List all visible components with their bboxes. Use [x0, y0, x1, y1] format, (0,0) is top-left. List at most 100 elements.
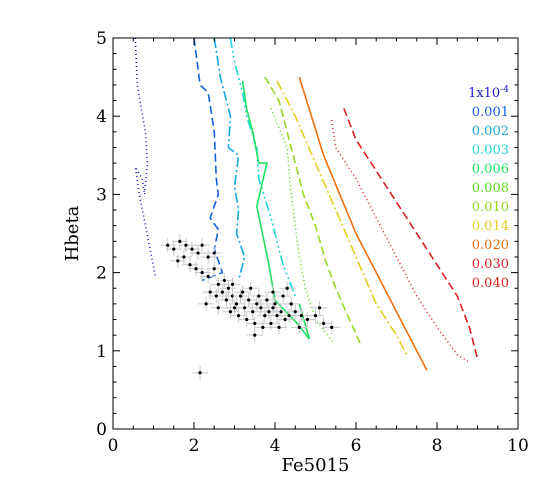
observation-point: [226, 300, 243, 315]
series-line-9: [330, 119, 470, 364]
observation-point: [246, 316, 263, 331]
observation-point: [244, 304, 261, 319]
series-line-3: [229, 38, 297, 297]
observation-point: [273, 304, 290, 319]
observation-point: [171, 234, 188, 249]
observation-point: [210, 277, 227, 292]
observation-point: [230, 308, 247, 323]
observation-point: [194, 238, 211, 253]
observation-point: [279, 281, 296, 296]
observation-point: [194, 265, 211, 280]
legend-entry: 0.010: [472, 200, 509, 215]
observation-point: [198, 296, 215, 311]
observation-point: [232, 289, 249, 304]
observation-point: [238, 312, 255, 327]
legend-entry: 0.006: [472, 162, 509, 177]
observation-point: [200, 249, 217, 264]
legend-entry: 0.030: [472, 257, 509, 272]
observation-point: [183, 242, 200, 257]
observation-point: [218, 292, 235, 307]
series-line-4: [241, 80, 311, 340]
observation-point: [181, 257, 198, 272]
observation-point: [224, 277, 241, 292]
observation-point: [307, 308, 324, 323]
observation-point: [177, 238, 194, 253]
series-line-6: [264, 76, 361, 344]
y-tick-label: 5: [96, 29, 107, 49]
x-tick-label: 4: [270, 436, 281, 456]
observation-point: [234, 285, 251, 300]
x-tick-label: 8: [432, 436, 443, 456]
observation-point: [242, 281, 259, 296]
observation-point: [258, 292, 275, 307]
observation-point: [206, 246, 223, 261]
observation-point: [291, 320, 308, 335]
observation-point: [264, 285, 281, 300]
y-tick-label: 0: [96, 420, 107, 440]
observation-point: [277, 312, 294, 327]
series-line-2: [213, 38, 246, 281]
observation-point: [206, 261, 223, 276]
observation-point: [175, 249, 192, 264]
legend-entry: 0.008: [472, 181, 509, 196]
observation-point: [275, 289, 292, 304]
observation-point: [216, 273, 233, 288]
observation-point: [250, 289, 267, 304]
observation-point: [240, 292, 257, 307]
observation-point: [287, 304, 304, 319]
series-line-5: [270, 108, 335, 344]
axis-ticks: 0 2 4 6 8 10 0 1 2 3 4 5: [96, 29, 529, 456]
observation-point: [228, 296, 245, 311]
series-line-0: [134, 38, 157, 277]
x-axis-label: Fe5015: [282, 455, 350, 476]
observation-point: [222, 304, 239, 319]
observation-point: [262, 316, 279, 331]
observation-point: [159, 238, 176, 253]
observation-point: [248, 296, 265, 311]
x-tick-label: 0: [108, 436, 119, 456]
series-line-7: [276, 80, 408, 356]
legend-entry: 1x10-4: [468, 85, 509, 101]
series-line-1: [193, 38, 224, 282]
legend-entry: 0.014: [472, 219, 509, 234]
x-tick-label: 2: [189, 436, 200, 456]
legend-entry: 0.001: [472, 105, 509, 120]
observation-point: [315, 316, 332, 331]
observation-point: [246, 328, 263, 343]
y-tick-label: 1: [96, 342, 107, 362]
observation-point: [169, 253, 186, 268]
y-tick-label: 2: [96, 264, 107, 284]
observation-point: [214, 285, 231, 300]
observation-point: [210, 300, 227, 315]
series-line-10: [343, 108, 479, 359]
observation-point: [208, 289, 225, 304]
legend-entry: 0.020: [472, 238, 509, 253]
observation-point: [271, 320, 288, 335]
observation-point: [254, 320, 271, 335]
legend-entry: 0.003: [472, 143, 509, 158]
legend-entry: 0.002: [472, 124, 509, 139]
observation-point: [311, 300, 328, 315]
observation-point: [323, 320, 340, 335]
observation-point: [293, 308, 310, 323]
observation-point: [264, 300, 281, 315]
y-tick-label: 3: [96, 185, 107, 205]
y-axis-label: Hbeta: [62, 205, 83, 261]
x-tick-label: 6: [351, 436, 362, 456]
observation-point: [299, 312, 316, 327]
x-tick-label: 10: [507, 436, 529, 456]
model-lines: [134, 38, 479, 371]
observation-point: [188, 261, 205, 276]
legend-entry: 0.040: [472, 276, 509, 291]
observation-point: [283, 296, 300, 311]
legend: 1x10-4 0.001 0.002 0.003 0.006 0.008 0.010 0.01…: [468, 85, 509, 291]
observation-point: [165, 242, 182, 257]
observation-point: [190, 246, 207, 261]
series-line-8: [298, 76, 428, 371]
observation-point: [267, 296, 283, 311]
y-tick-label: 4: [96, 107, 107, 127]
observation-point: [200, 269, 217, 284]
observation-point: [192, 365, 209, 380]
observations: [159, 234, 340, 380]
observation-point: [220, 281, 237, 296]
